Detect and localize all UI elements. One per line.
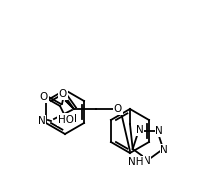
- Text: O: O: [40, 92, 48, 102]
- Text: HO: HO: [58, 115, 74, 125]
- Text: NH: NH: [128, 157, 144, 167]
- Text: O: O: [59, 89, 67, 99]
- Text: O: O: [40, 92, 48, 102]
- Text: N: N: [143, 156, 151, 166]
- Text: N: N: [156, 126, 163, 136]
- Text: N: N: [38, 116, 46, 126]
- Text: O: O: [114, 104, 122, 114]
- Text: N: N: [136, 157, 144, 167]
- Text: N: N: [160, 145, 168, 155]
- Text: OH: OH: [61, 114, 77, 124]
- Text: N: N: [136, 125, 143, 135]
